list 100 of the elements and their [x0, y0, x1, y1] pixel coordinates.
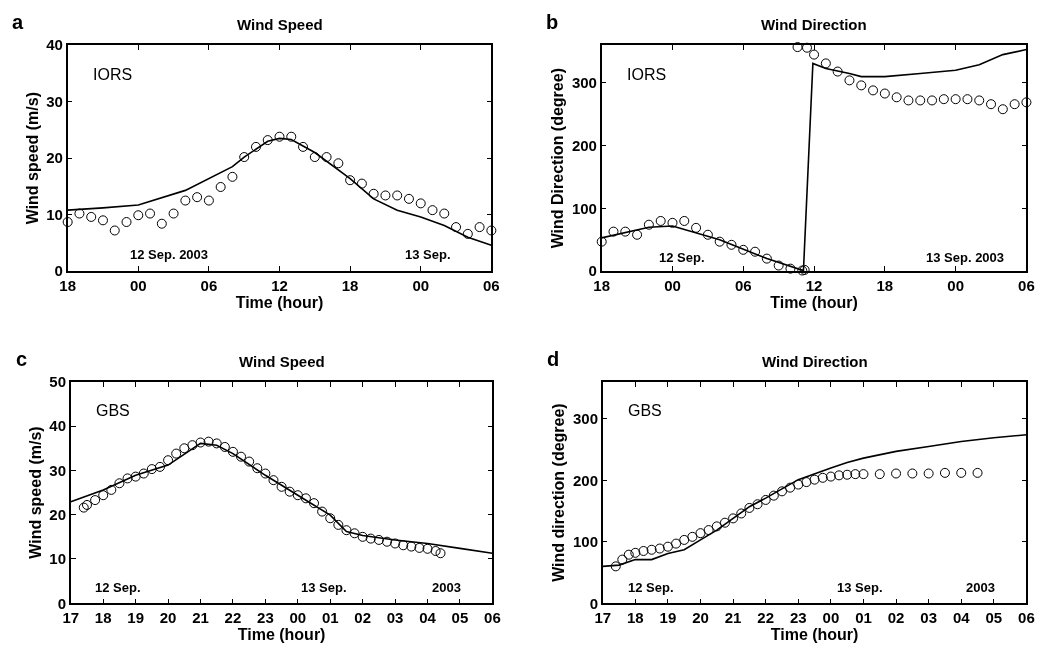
x-axis-title: Time (hour): [770, 293, 858, 311]
x-tick-label: 22: [224, 609, 242, 627]
point: [163, 455, 174, 466]
annotation: 13 Sep. 2003: [926, 250, 1005, 265]
x-tick-label: 21: [724, 609, 742, 627]
point: [451, 222, 462, 233]
x-tick-label: 00: [289, 609, 307, 627]
annotation: 12 Sep. 2003: [130, 247, 209, 262]
annotation: 2003: [966, 580, 995, 595]
point: [662, 541, 673, 552]
y-tick-label: 10: [46, 205, 63, 223]
y-tick-label: 0: [57, 594, 67, 612]
point: [244, 456, 255, 467]
x-tick-label: 20: [159, 609, 177, 627]
point: [736, 508, 747, 519]
text: d: [547, 348, 560, 370]
x-tick-label: 06: [483, 276, 500, 294]
point: [262, 135, 273, 146]
y-tick-label: 100: [571, 199, 597, 217]
chart-title: Wind Speed: [239, 353, 325, 370]
annotation: 2003: [432, 580, 461, 595]
x-tick-label: 01: [855, 609, 872, 627]
point: [398, 540, 409, 551]
text: c: [16, 348, 28, 370]
point: [179, 443, 190, 454]
point: [825, 471, 836, 482]
point: [133, 210, 144, 221]
point: [415, 198, 426, 209]
point: [728, 513, 739, 524]
y-tick-label: 300: [571, 74, 597, 92]
point: [654, 543, 665, 554]
y-tick-label: 30: [46, 92, 63, 110]
point: [298, 141, 309, 152]
point: [671, 538, 682, 549]
point: [462, 228, 473, 239]
y-tick-label: 300: [572, 410, 598, 428]
x-tick-label: 02: [354, 609, 372, 627]
point: [274, 131, 285, 142]
point: [390, 538, 401, 549]
point: [168, 208, 179, 219]
point: [486, 225, 497, 236]
point: [300, 493, 311, 504]
point: [768, 490, 779, 501]
x-tick-label: 00: [822, 609, 840, 627]
y-tick-label: 20: [46, 149, 63, 167]
point: [752, 499, 763, 510]
point: [309, 152, 320, 163]
point: [760, 494, 771, 505]
x-tick-label: 23: [257, 609, 274, 627]
annotation: 13 Sep.: [301, 580, 347, 595]
point: [156, 218, 167, 229]
chart-title: Wind Speed: [237, 16, 323, 33]
y-tick-label: 20: [49, 505, 67, 523]
point: [325, 513, 336, 524]
point: [703, 525, 714, 536]
point: [82, 499, 93, 510]
point: [227, 446, 238, 457]
point: [850, 469, 861, 480]
point: [187, 440, 198, 451]
annotation: 13 Sep.: [405, 247, 451, 262]
point: [623, 549, 634, 560]
point: [333, 519, 344, 530]
y-tick-label: 200: [571, 136, 597, 154]
x-tick-label: 06: [1018, 276, 1035, 294]
y-tick-label: 40: [46, 36, 63, 54]
point: [203, 195, 214, 206]
x-tick-label: 19: [127, 609, 144, 627]
point: [858, 469, 869, 480]
point: [744, 502, 755, 513]
x-tick-label: 18: [94, 609, 112, 627]
point: [406, 541, 417, 552]
point: [86, 211, 97, 222]
annotation: GBS: [96, 402, 130, 419]
point: [373, 534, 384, 545]
y-tick-label: 100: [572, 533, 598, 551]
x-tick-label: 04: [952, 609, 971, 627]
annotation: 12 Sep.: [659, 250, 705, 265]
annotation: GBS: [628, 402, 662, 419]
point: [260, 468, 271, 479]
y-axis-title: Wind speed (m/s): [23, 92, 41, 225]
x-tick-label: 00: [664, 276, 681, 294]
point: [106, 484, 117, 495]
y-tick-label: 50: [49, 373, 67, 391]
chart-title: Wind Direction: [762, 353, 868, 370]
point: [90, 495, 101, 506]
point: [439, 208, 450, 219]
point: [192, 192, 203, 203]
point: [474, 222, 485, 233]
point: [309, 498, 320, 509]
x-tick-label: 06: [200, 276, 218, 294]
y-tick-label: 30: [49, 461, 67, 479]
x-tick-label: 23: [789, 609, 807, 627]
point: [138, 468, 149, 479]
point: [321, 152, 332, 163]
x-tick-label: 05: [451, 609, 469, 627]
x-tick-label: 00: [129, 276, 147, 294]
point: [817, 472, 828, 483]
y-tick-label: 40: [49, 417, 67, 435]
x-tick-label: 18: [876, 276, 894, 294]
x-tick-label: 03: [920, 609, 937, 627]
